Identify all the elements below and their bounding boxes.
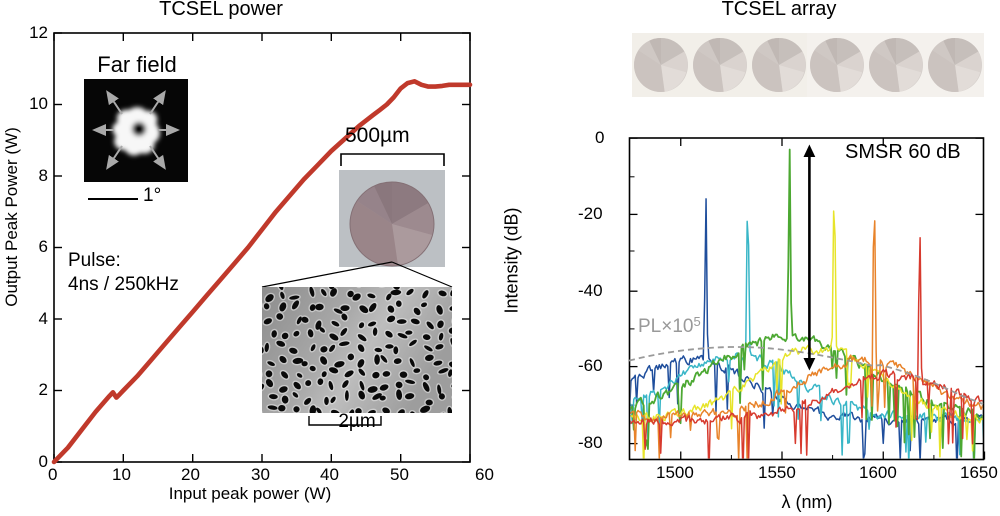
svg-text:PL×105: PL×105 <box>638 314 701 337</box>
